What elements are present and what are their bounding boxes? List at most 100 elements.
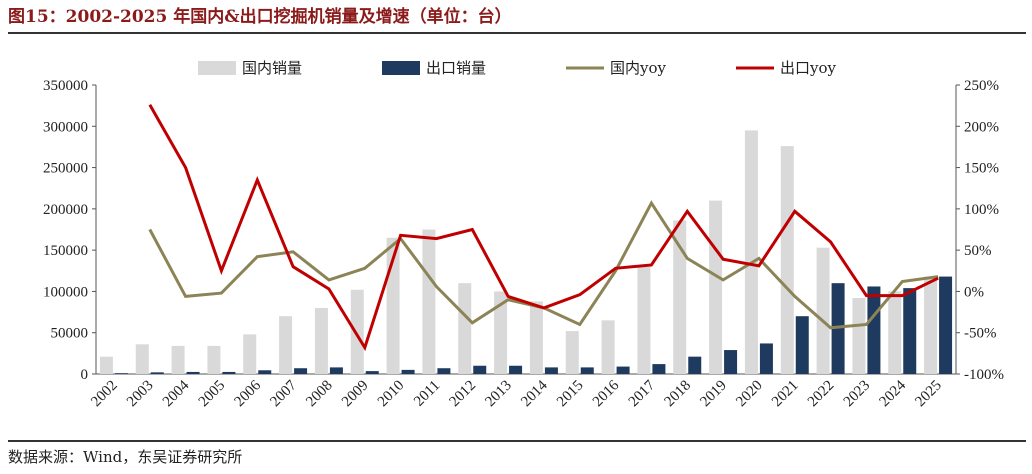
right-tick-label: 0% (964, 284, 984, 300)
domestic-sales-bar (816, 247, 830, 374)
left-tick-label: 100000 (43, 284, 88, 300)
x-tick-label: 2007 (267, 377, 300, 410)
legend: 国内销量 出口销量 国内yoy 出口yoy (198, 59, 837, 77)
export-yoy-line (148, 104, 939, 352)
combo-chart: 国内销量 出口销量 国内yoy 出口yoy 0 50000 100000 150000 200… (43, 59, 1004, 411)
right-tick-label: 200% (964, 119, 999, 135)
right-tick-label: 50% (964, 243, 992, 259)
export-sales-bar (114, 373, 128, 374)
export-sales-bar (616, 366, 630, 374)
domestic-sales-bar (494, 291, 508, 374)
x-tick-label: 2009 (339, 378, 372, 411)
x-tick-label: 2019 (697, 378, 730, 411)
legend-label-1: 国内销量 (242, 59, 302, 77)
domestic-sales-bar (780, 146, 794, 374)
right-tick-label: -100% (964, 367, 1004, 383)
export-sales-bar (580, 367, 594, 374)
domestic-sales-bar (852, 298, 866, 374)
right-tick-label: 150% (964, 161, 999, 177)
right-tick-label: -50% (964, 326, 997, 342)
domestic-sales-bar (279, 316, 293, 374)
x-tick-label: 2023 (841, 378, 874, 411)
right-tick-label: 100% (964, 202, 999, 218)
domestic-sales-bar (458, 283, 472, 374)
domestic-sales-bar (171, 345, 185, 374)
export-sales-bar (365, 371, 379, 374)
domestic-sales-bar (207, 345, 221, 374)
domestic-sales-bar (350, 289, 364, 374)
legend-label-3: 国内yoy (610, 59, 667, 77)
x-tick-label: 2002 (88, 378, 121, 411)
x-tick-label: 2010 (375, 378, 408, 411)
left-tick-label: 50000 (51, 326, 89, 342)
domestic-sales-bar (709, 200, 723, 374)
domestic-sales-bar (422, 229, 436, 374)
export-sales-bar (759, 343, 773, 374)
legend-label-2: 出口销量 (426, 59, 486, 77)
x-tick-label: 2008 (303, 378, 336, 411)
x-tick-label: 2017 (626, 377, 659, 410)
bars (99, 130, 953, 374)
left-tick-label: 0 (81, 367, 89, 383)
domestic-sales-bar (637, 266, 651, 374)
x-tick-label: 2012 (447, 378, 480, 411)
source-rule (8, 440, 1026, 442)
x-tick-label: 2006 (232, 377, 265, 410)
export-sales-bar (939, 276, 953, 374)
left-tick-label: 250000 (43, 161, 88, 177)
export-sales-bar (473, 365, 487, 374)
export-sales-bar (437, 368, 451, 374)
domestic-sales-bar (135, 344, 149, 374)
domestic-sales-bar (529, 301, 543, 374)
title-rule (8, 32, 1026, 34)
x-tick-label: 2005 (196, 378, 229, 411)
export-sales-bar (258, 370, 272, 374)
x-tick-label: 2018 (662, 378, 695, 411)
export-sales-bar (652, 364, 666, 374)
export-sales-bar (509, 365, 523, 374)
export-sales-bar (401, 369, 415, 374)
export-sales-bar (544, 367, 558, 374)
x-tick-label: 2025 (912, 378, 945, 411)
export-sales-bar (186, 371, 200, 374)
domestic-sales-bar (601, 320, 615, 374)
domestic-sales-bar (924, 276, 938, 374)
x-tick-label: 2022 (805, 378, 838, 411)
domestic-sales-bar (99, 356, 113, 374)
export-sales-bar (294, 368, 308, 374)
export-sales-bar (795, 316, 809, 374)
domestic-sales-bar (314, 307, 328, 374)
source-note: 数据来源：Wind，东吴证券研究所 (8, 448, 243, 466)
export-sales-bar (222, 371, 236, 374)
domestic-sales-bar (673, 220, 687, 374)
x-tick-label: 2003 (124, 378, 157, 411)
x-tick-label: 2004 (160, 377, 193, 410)
x-tick-label: 2016 (590, 377, 623, 410)
left-tick-label: 350000 (43, 78, 88, 94)
x-tick-label: 2021 (769, 378, 802, 411)
domestic-sales-bar (744, 130, 758, 374)
right-tick-label: 250% (964, 78, 999, 94)
left-tick-label: 150000 (43, 243, 88, 259)
domestic-sales-bar (243, 334, 257, 374)
legend-swatch-1 (198, 61, 236, 75)
export-sales-bar (150, 372, 164, 374)
lines (148, 104, 939, 352)
chart-title: 图15：2002-2025 年国内&出口挖掘机销量及增速（单位：台） (8, 7, 512, 27)
export-sales-bar (867, 286, 881, 374)
x-tick-label: 2015 (554, 378, 587, 411)
export-sales-bar (329, 367, 343, 374)
export-sales-bar (688, 356, 702, 374)
x-tick-label: 2014 (518, 377, 551, 410)
domestic-sales-bar (888, 291, 902, 374)
x-tick-label: 2024 (877, 377, 910, 410)
export-sales-bar (903, 288, 917, 374)
domestic-sales-bar (565, 331, 579, 374)
x-tick-label: 2011 (411, 378, 443, 410)
x-tick-label: 2020 (733, 378, 766, 411)
legend-label-4: 出口yoy (780, 59, 837, 77)
left-tick-label: 300000 (43, 119, 88, 135)
export-sales-bar (724, 350, 738, 374)
left-tick-label: 200000 (43, 202, 88, 218)
legend-swatch-2 (382, 61, 420, 75)
